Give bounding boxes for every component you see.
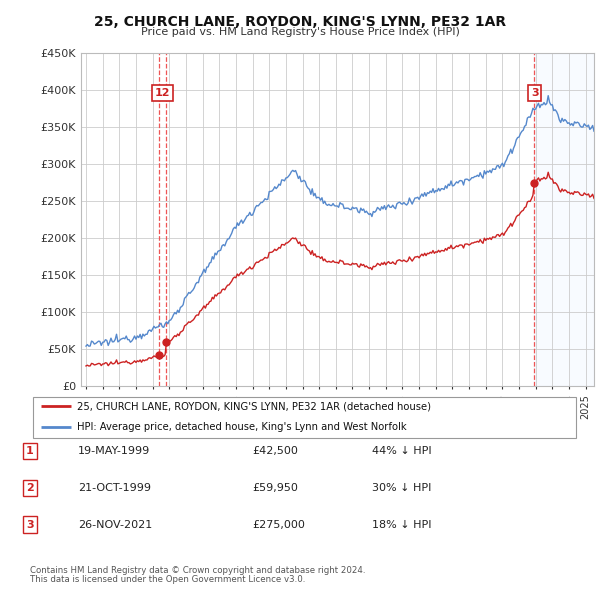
Text: 26-NOV-2021: 26-NOV-2021 — [78, 520, 152, 529]
Text: 21-OCT-1999: 21-OCT-1999 — [78, 483, 151, 493]
Text: HPI: Average price, detached house, King's Lynn and West Norfolk: HPI: Average price, detached house, King… — [77, 422, 407, 432]
Text: This data is licensed under the Open Government Licence v3.0.: This data is licensed under the Open Gov… — [30, 575, 305, 584]
Text: 3: 3 — [26, 520, 34, 529]
Text: 2: 2 — [26, 483, 34, 493]
Text: £59,950: £59,950 — [252, 483, 298, 493]
Text: Price paid vs. HM Land Registry's House Price Index (HPI): Price paid vs. HM Land Registry's House … — [140, 27, 460, 37]
Text: 25, CHURCH LANE, ROYDON, KING'S LYNN, PE32 1AR (detached house): 25, CHURCH LANE, ROYDON, KING'S LYNN, PE… — [77, 401, 431, 411]
Text: 3: 3 — [531, 88, 539, 98]
Text: 44% ↓ HPI: 44% ↓ HPI — [372, 447, 431, 456]
Text: £275,000: £275,000 — [252, 520, 305, 529]
Text: £42,500: £42,500 — [252, 447, 298, 456]
Bar — [534, 53, 594, 386]
Text: Contains HM Land Registry data © Crown copyright and database right 2024.: Contains HM Land Registry data © Crown c… — [30, 566, 365, 575]
Text: 25, CHURCH LANE, ROYDON, KING'S LYNN, PE32 1AR: 25, CHURCH LANE, ROYDON, KING'S LYNN, PE… — [94, 15, 506, 29]
Text: 30% ↓ HPI: 30% ↓ HPI — [372, 483, 431, 493]
Text: 19-MAY-1999: 19-MAY-1999 — [78, 447, 150, 456]
Text: 18% ↓ HPI: 18% ↓ HPI — [372, 520, 431, 529]
Text: 1: 1 — [26, 447, 34, 456]
Text: 12: 12 — [155, 88, 170, 98]
FancyBboxPatch shape — [33, 397, 577, 438]
